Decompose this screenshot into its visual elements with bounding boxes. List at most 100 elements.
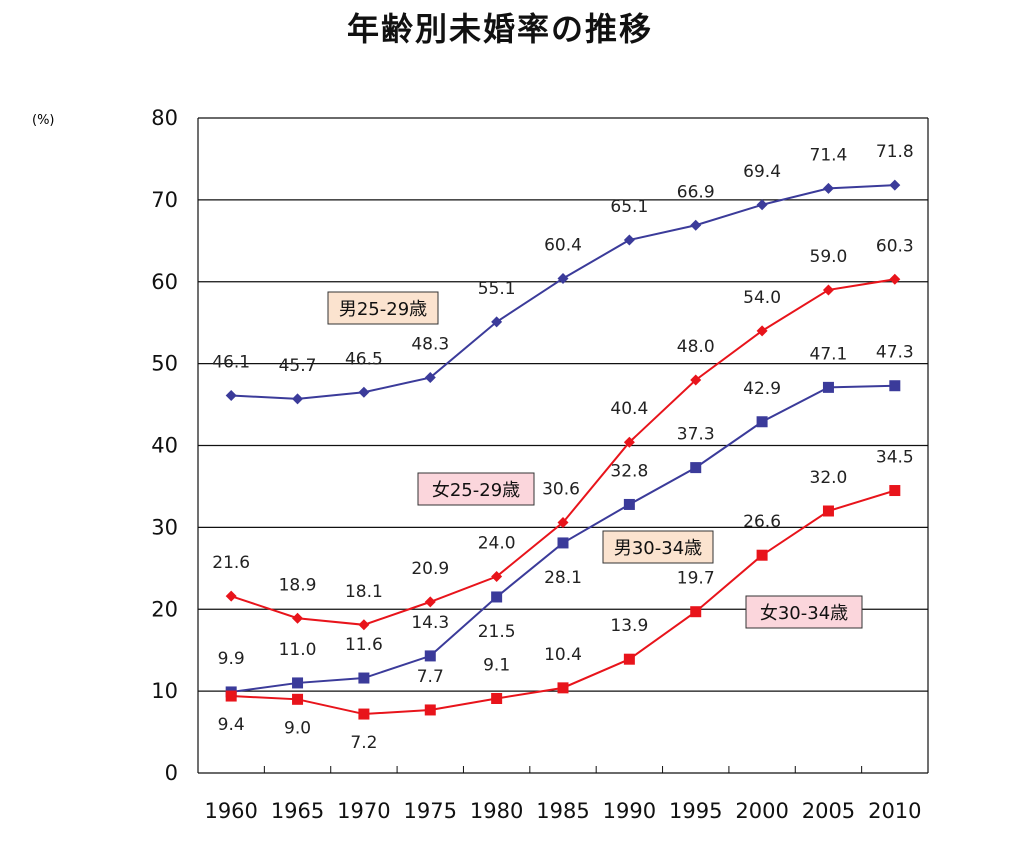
square-marker <box>623 653 635 665</box>
square-marker <box>292 677 304 689</box>
data-label: 45.7 <box>279 356 317 376</box>
square-marker <box>424 650 436 662</box>
diamond-marker <box>557 272 569 284</box>
square-marker <box>491 692 503 704</box>
square-marker <box>358 708 370 720</box>
diamond-marker <box>491 571 503 582</box>
data-label: 59.0 <box>810 247 848 267</box>
series-lines <box>230 184 896 716</box>
data-label: 14.3 <box>411 613 449 633</box>
y-tick-label: 80 <box>151 106 178 130</box>
series-name-box-bg <box>602 530 714 564</box>
series-name-label: 女25-29歳 <box>432 480 520 501</box>
data-label: 26.6 <box>743 512 781 532</box>
square-marker <box>292 693 304 705</box>
y-tick-label: 10 <box>151 679 178 703</box>
diamond-marker <box>225 590 237 602</box>
data-label: 28.1 <box>544 568 582 588</box>
square-marker <box>491 591 503 603</box>
square-marker <box>690 462 702 474</box>
data-label: 18.1 <box>345 582 383 602</box>
data-labels: 46.1 45.7 46.5 48.3 55.1 60.4 65.1 66.9 69.4 71.4… <box>212 142 913 753</box>
x-tick-label: 1995 <box>669 799 722 823</box>
diamond-marker <box>889 273 901 285</box>
square-marker <box>822 381 834 393</box>
y-tick-label: 70 <box>151 188 178 212</box>
diamond-marker <box>822 284 834 296</box>
y-tick-label: 60 <box>151 270 178 294</box>
series-name-box: 女25-29歳 <box>417 472 535 506</box>
series-name-box: 男30-34歳 <box>602 530 714 564</box>
square-marker <box>822 505 834 517</box>
data-label: 48.0 <box>677 337 715 357</box>
diamond-marker <box>225 390 237 402</box>
x-tick-label: 1960 <box>204 799 257 823</box>
data-label: 19.7 <box>677 569 715 589</box>
data-label: 21.6 <box>212 553 250 573</box>
data-label: 47.3 <box>876 343 914 363</box>
series-name-box-bg <box>417 472 535 506</box>
x-tick-label: 1990 <box>603 799 656 823</box>
diamond-marker <box>889 179 901 191</box>
data-label: 11.0 <box>279 640 317 660</box>
square-marker <box>690 606 702 618</box>
data-label: 69.4 <box>743 162 781 182</box>
data-label: 9.0 <box>284 718 311 738</box>
series-name-label: 男30-34歳 <box>614 538 702 559</box>
data-label: 54.0 <box>743 288 781 308</box>
x-tick-label: 2005 <box>802 799 855 823</box>
data-label: 71.8 <box>876 142 914 162</box>
square-marker <box>756 549 768 561</box>
data-label: 18.9 <box>279 575 317 595</box>
data-label: 71.4 <box>810 145 848 165</box>
square-marker <box>557 537 569 549</box>
square-marker <box>889 380 901 392</box>
y-axis-unit: (%) <box>32 113 55 128</box>
y-tick-label: 20 <box>151 597 178 621</box>
diamond-marker <box>623 436 635 448</box>
data-label: 42.9 <box>743 379 781 399</box>
diamond-marker <box>822 182 834 194</box>
data-label: 40.4 <box>610 399 648 419</box>
diamond-marker <box>690 219 702 231</box>
square-marker <box>225 690 237 702</box>
x-tick-label: 1980 <box>470 799 523 823</box>
series-name-box: 女30-34歳 <box>745 595 863 629</box>
x-tick-label: 2010 <box>868 799 921 823</box>
diamond-marker <box>557 516 569 528</box>
data-label: 7.7 <box>417 667 444 687</box>
square-marker <box>889 485 901 497</box>
diamond-marker <box>491 316 503 328</box>
diamond-marker <box>292 393 304 405</box>
data-label: 13.9 <box>610 616 648 636</box>
diamond-marker <box>424 372 436 384</box>
diamond-marker <box>358 386 370 398</box>
data-label: 46.5 <box>345 349 383 369</box>
data-label: 30.6 <box>542 479 580 499</box>
y-tick-label: 30 <box>151 515 178 539</box>
data-label: 37.3 <box>677 425 715 445</box>
series-name-label: 男25-29歳 <box>339 299 427 320</box>
data-label: 32.0 <box>810 468 848 488</box>
data-label: 10.4 <box>544 645 582 665</box>
square-marker <box>557 682 569 694</box>
x-tick-label: 1985 <box>536 799 589 823</box>
data-label: 46.1 <box>212 353 250 373</box>
data-label: 60.4 <box>544 235 582 255</box>
series-name-box-bg <box>745 595 863 629</box>
data-label: 60.3 <box>876 236 914 256</box>
data-label: 34.5 <box>876 448 914 468</box>
data-label: 11.6 <box>345 635 383 655</box>
data-label: 9.4 <box>218 715 245 735</box>
square-marker <box>623 498 635 510</box>
data-label: 65.1 <box>610 197 648 217</box>
square-marker <box>358 672 370 684</box>
series-name-box: 男25-29歳 <box>327 291 439 325</box>
data-label: 21.5 <box>478 622 516 642</box>
y-tick-label: 0 <box>165 761 178 785</box>
x-tick-label: 2000 <box>735 799 788 823</box>
diamond-marker <box>292 612 304 624</box>
square-marker <box>424 704 436 716</box>
series-markers <box>225 179 901 720</box>
